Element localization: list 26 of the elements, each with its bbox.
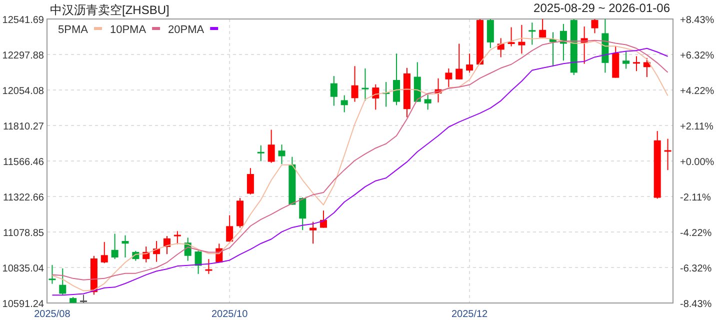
y2-tick-label: +8.43% xyxy=(680,15,714,26)
y-tick-label: 11566.46 xyxy=(3,157,44,168)
legend-label: 5PMA xyxy=(58,24,89,36)
legend-label: 20PMA xyxy=(168,24,205,36)
chart-subtitle: 2025-08-29 ~ 2026-01-06 xyxy=(534,1,670,15)
y2-tick-label: +6.32% xyxy=(680,50,714,62)
y-tick-label: 11810.27 xyxy=(3,122,44,132)
y-tick-label: 12297.88 xyxy=(2,50,44,62)
y2-tick-label: -6.32% xyxy=(680,263,712,274)
x-tick-label: 2025/08 xyxy=(34,309,71,320)
y2-tick-label: -2.11% xyxy=(680,192,712,204)
y2-tick-label: +0.00% xyxy=(680,157,714,168)
y-tick-label: 11078.85 xyxy=(3,228,44,239)
legend-label: 10PMA xyxy=(110,24,147,36)
x-tick-label: 2025/10 xyxy=(212,309,248,320)
y2-tick-label: -4.22% xyxy=(680,228,712,240)
y2-tick-label: +2.11% xyxy=(680,121,714,132)
x-tick-label: 2025/12 xyxy=(451,309,488,320)
y-tick-label: 12541.69 xyxy=(2,15,44,26)
y2-tick-label: -8.43% xyxy=(680,299,712,310)
y-tick-label: 12054.08 xyxy=(2,86,44,97)
y2-tick-label: +4.22% xyxy=(680,86,714,97)
chart-title: 中汉沥青卖空[ZHSBU] xyxy=(50,3,170,17)
y-tick-label: 10591.24 xyxy=(2,299,44,310)
y-tick-label: 11322.66 xyxy=(3,192,44,204)
y-tick-label: 10835.04 xyxy=(2,264,44,274)
